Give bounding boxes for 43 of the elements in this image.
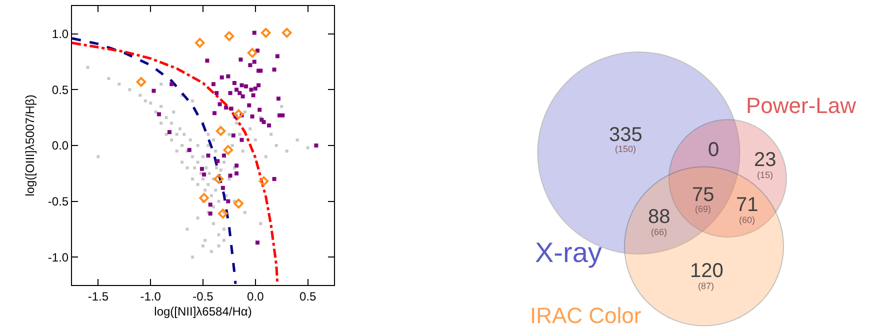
y-tick-label: 0.5 xyxy=(52,82,69,97)
x-tick-label: 0.0 xyxy=(247,289,264,304)
x-tick-label: -0.5 xyxy=(192,289,214,304)
point xyxy=(282,28,292,38)
y-tick-label: 1.0 xyxy=(52,27,69,42)
point xyxy=(218,208,228,218)
point xyxy=(224,31,234,42)
legend-label: X-ray xyxy=(535,237,602,268)
point xyxy=(214,174,224,184)
point xyxy=(216,126,226,136)
text: (60) xyxy=(739,215,756,225)
point xyxy=(234,109,244,120)
legend-label: IRAC Color xyxy=(530,303,642,328)
point xyxy=(223,145,234,155)
x-tick-label: -1.5 xyxy=(88,289,109,304)
text: 88 xyxy=(648,206,670,228)
x-axis-title: log([NII]λ6584/Hα) xyxy=(154,304,252,318)
point xyxy=(136,76,146,87)
x-tick-label: -1.0 xyxy=(140,289,162,304)
point xyxy=(258,176,269,186)
text: (66) xyxy=(651,227,668,237)
text: 71 xyxy=(736,194,758,216)
legend-label: Power-Law xyxy=(746,93,856,118)
text: (69) xyxy=(695,204,712,214)
line-series xyxy=(72,37,237,285)
text: (15) xyxy=(757,170,774,180)
text: 120 xyxy=(690,260,724,282)
text: (87) xyxy=(698,281,714,291)
y-axis-title: log([OIII]λ5007/Hβ) xyxy=(23,94,38,196)
point xyxy=(199,193,209,203)
text: 335 xyxy=(609,124,642,146)
y-tick-label: -1.0 xyxy=(48,250,69,264)
point xyxy=(234,198,244,208)
x-tick-label: 0.5 xyxy=(299,289,316,304)
text: (150) xyxy=(615,144,636,154)
point xyxy=(194,38,205,48)
point xyxy=(247,48,258,58)
y-tick-label: -0.5 xyxy=(48,194,69,208)
point xyxy=(260,28,271,38)
text: 0 xyxy=(708,139,720,161)
text: 75 xyxy=(692,184,714,206)
text: 23 xyxy=(754,149,776,171)
y-tick-label: 0.0 xyxy=(52,138,69,153)
